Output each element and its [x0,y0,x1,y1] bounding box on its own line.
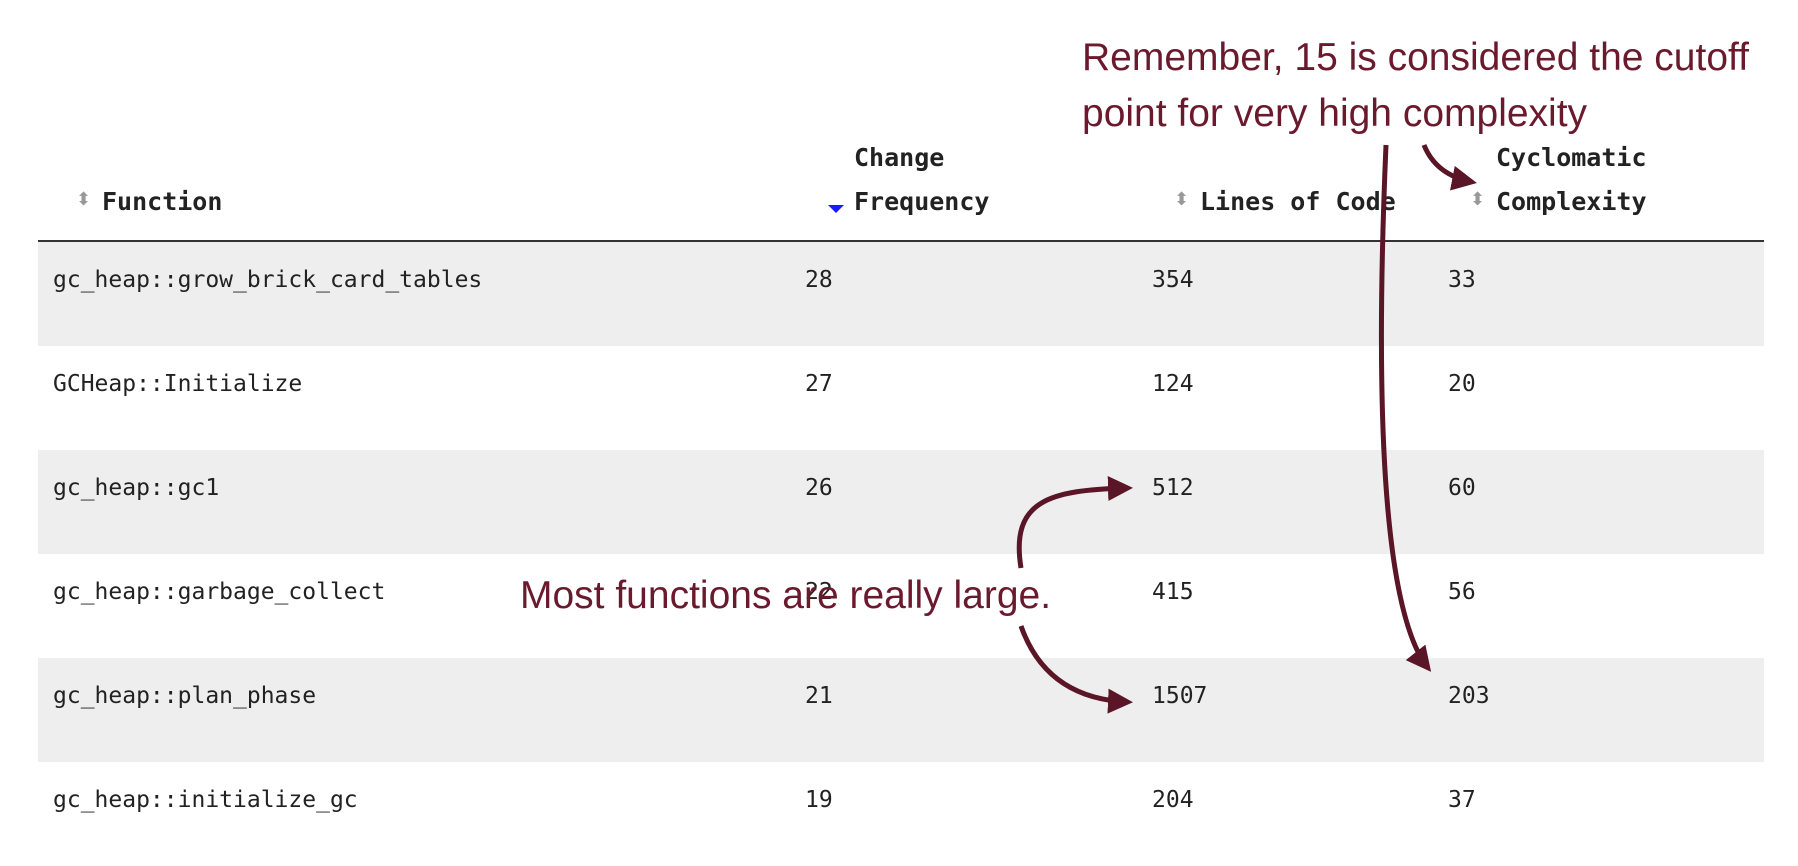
table-cell: 124 [1152,371,1194,397]
table-cell: 60 [1448,475,1476,501]
table-cell: 56 [1448,579,1476,605]
column-header[interactable]: Lines of Code [1200,187,1396,216]
column-header[interactable]: Function [102,187,223,216]
sort-icon[interactable]: ⬍ [76,189,92,210]
table-cell: 1507 [1152,683,1208,709]
table-cell: gc_heap::garbage_collect [53,579,386,605]
table-cell: 354 [1152,267,1194,293]
table-cell: gc_heap::gc1 [53,475,220,501]
sort-icon[interactable]: ⬍ [1174,189,1190,210]
table-row: gc_heap::plan_phase 21 1507 203 [38,658,1764,762]
table-cell: 19 [805,787,833,813]
annotation: Most functions are really large. [520,574,1052,617]
table-row: GCHeap::Initialize 27 124 20 [38,346,1764,450]
table-cell: 204 [1152,787,1194,813]
sort-icon[interactable]: ⬍ [1470,189,1486,210]
table-row: gc_heap::gc1 26 512 60 [38,450,1764,554]
table-row: gc_heap::initialize_gc 19 204 37 [38,762,1764,866]
table-cell: 33 [1448,267,1476,293]
annotation: Remember, 15 is considered the cutoff po… [1082,36,1749,135]
table-cell: gc_heap::initialize_gc [53,787,358,813]
table-cell: 37 [1448,787,1476,813]
table-cell: gc_heap::plan_phase [53,683,317,709]
table-cell: 21 [805,683,833,709]
arrow [1018,625,1133,714]
table-cell: GCHeap::Initialize [53,371,303,397]
page: Function ⬍ Change Frequency Lines of Code ⬍ C… [38,36,1764,813]
annotation-arrows [1016,144,1477,714]
table-row: gc_heap::grow_brick_card_tables 28 354 33 [38,242,1764,346]
table-cell: 20 [1448,371,1476,397]
table-row: gc_heap::garbage_collect 22 415 56 [38,554,1764,658]
table-cell: 512 [1152,475,1194,501]
table: Function ⬍ Change Frequency Lines of Code ⬍ C… [38,143,1764,813]
column-header[interactable]: Cyclomatic Complexity [1496,143,1647,216]
table-cell: 27 [805,371,833,397]
table-cell: 415 [1152,579,1194,605]
arrow [1421,144,1477,191]
table-cell: 26 [805,475,833,501]
arrow [1378,144,1432,672]
table-cell: 22 [805,579,833,605]
table-cell: gc_heap::grow_brick_card_tables [53,267,483,293]
table-cell: 203 [1448,683,1490,709]
column-header[interactable]: Change Frequency [854,143,990,216]
arrow [1016,476,1133,569]
header-rule [38,240,1764,242]
sort-icon[interactable] [828,205,844,213]
table-cell: 28 [805,267,833,293]
